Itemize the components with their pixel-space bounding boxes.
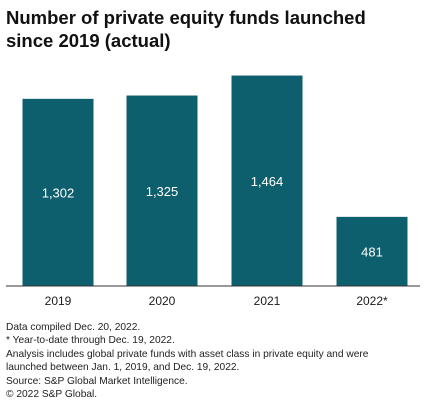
bar-value-label: 481 bbox=[361, 244, 383, 259]
x-tick-label: 2021 bbox=[254, 294, 281, 308]
x-tick-labels: 2019 2020 2021 2022* bbox=[45, 294, 388, 308]
bar-value-label: 1,464 bbox=[251, 174, 284, 189]
note-analysis-1: Analysis includes global private funds w… bbox=[6, 348, 369, 360]
x-tick-label: 2022* bbox=[356, 294, 388, 308]
bar-2022 bbox=[336, 216, 408, 286]
bar-2020 bbox=[126, 95, 198, 286]
footnotes: Data compiled Dec. 20, 2022. * Year-to-d… bbox=[6, 321, 424, 401]
bar-value-label: 1,325 bbox=[146, 184, 179, 199]
bars-group: 1,302 1,325 1,464 481 bbox=[22, 75, 408, 287]
chart-title: Number of private equity funds launched … bbox=[6, 7, 366, 51]
note-ytd: * Year-to-date through Dec. 19, 2022. bbox=[6, 335, 175, 347]
bar-2021 bbox=[231, 75, 303, 286]
bar-value-label: 1,302 bbox=[42, 185, 75, 200]
note-analysis-2: launched between Jan. 1, 2019, and Dec. … bbox=[6, 362, 240, 374]
x-tick-label: 2019 bbox=[45, 294, 72, 308]
x-tick-label: 2020 bbox=[149, 294, 176, 308]
bar-chart: 1,302 1,325 1,464 481 2019 2020 2021 2022* bbox=[6, 75, 420, 308]
note-copyright: © 2022 S&P Global. bbox=[6, 389, 98, 401]
note-compiled: Data compiled Dec. 20, 2022. bbox=[6, 322, 141, 333]
bar-2019 bbox=[22, 98, 94, 287]
note-source: Source: S&P Global Market Intelligence. bbox=[6, 375, 188, 387]
